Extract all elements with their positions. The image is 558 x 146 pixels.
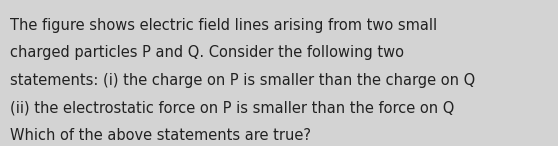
Text: Which of the above statements are true?: Which of the above statements are true? <box>10 128 311 144</box>
Text: statements: (i) the charge on P is smaller than the charge on Q: statements: (i) the charge on P is small… <box>10 73 475 88</box>
Text: (ii) the electrostatic force on P is smaller than the force on Q: (ii) the electrostatic force on P is sma… <box>10 101 454 116</box>
Text: charged particles P and Q. Consider the following two: charged particles P and Q. Consider the … <box>10 45 404 60</box>
Text: The figure shows electric field lines arising from two small: The figure shows electric field lines ar… <box>10 18 437 33</box>
